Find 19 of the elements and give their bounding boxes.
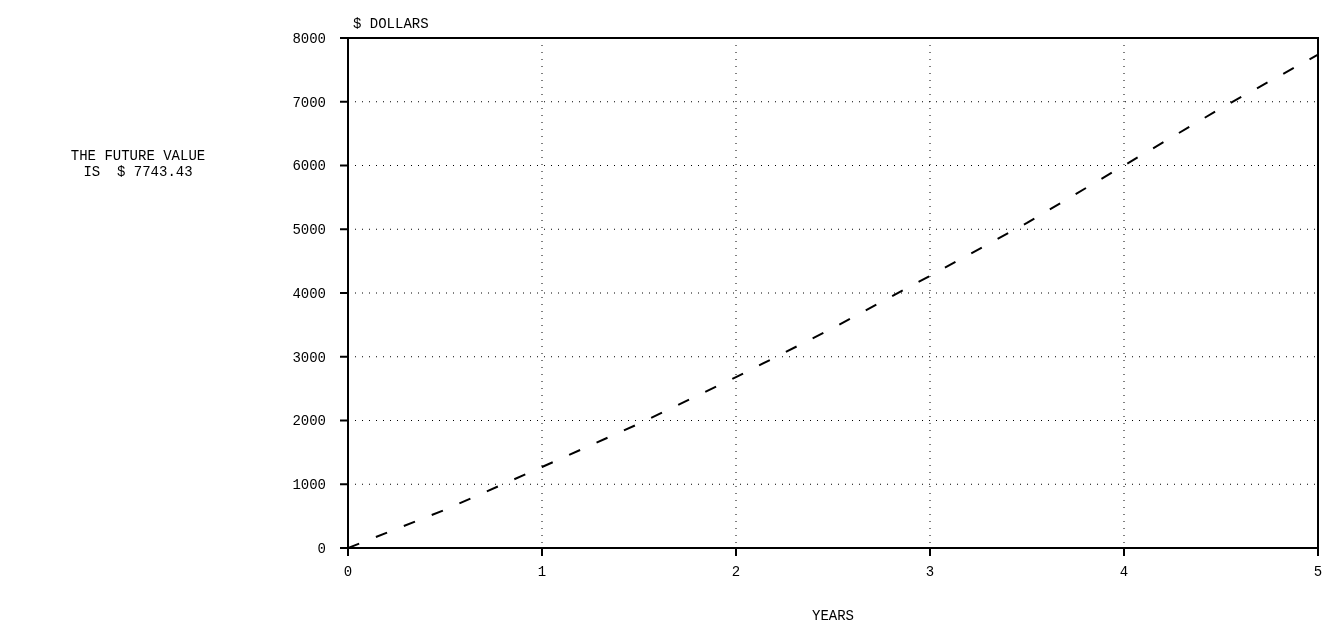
y-tick-label: 4000 — [292, 285, 326, 302]
x-tick-label: 5 — [1313, 563, 1323, 580]
y-tick-label: 2000 — [292, 413, 326, 430]
y-axis-title: $ DOLLARS — [353, 16, 429, 32]
x-tick-label: 0 — [343, 563, 353, 580]
y-tick-label: 1000 — [292, 477, 326, 494]
y-tick-label: 3000 — [292, 349, 326, 366]
x-axis-title: YEARS — [811, 608, 855, 624]
x-tick-label: 3 — [925, 563, 935, 580]
y-tick-label: 8000 — [292, 30, 326, 47]
y-tick-label: 6000 — [292, 158, 326, 175]
y-tick-label: 5000 — [292, 222, 326, 239]
x-tick-label: 1 — [537, 563, 547, 580]
text: THE FUTURE VALUE — [69, 148, 207, 164]
x-tick-label: 4 — [1119, 563, 1129, 580]
y-tick-label: 0 — [317, 540, 326, 557]
y-tick-label: 7000 — [292, 94, 326, 111]
x-tick-label: 2 — [731, 563, 741, 580]
text: IS $ 7743.43 — [82, 164, 194, 180]
